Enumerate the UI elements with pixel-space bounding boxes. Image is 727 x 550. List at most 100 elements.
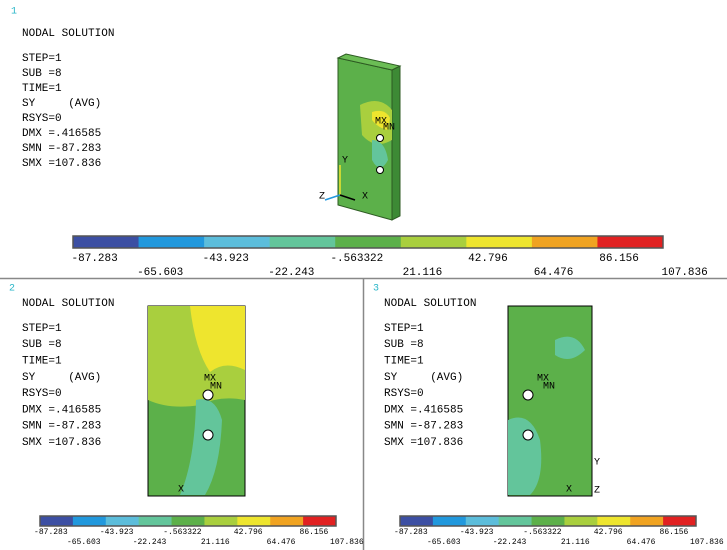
info-line: SMN =-87.283 xyxy=(22,143,101,155)
legend-label: 42.796 xyxy=(234,528,263,537)
legend-label: -65.603 xyxy=(137,267,183,279)
model-3d xyxy=(324,53,402,221)
info-line: SMN =-87.283 xyxy=(22,421,101,433)
legend-label: -.563322 xyxy=(330,253,383,265)
legend-swatch xyxy=(73,236,140,248)
legend-swatch xyxy=(498,516,533,526)
legend-swatch xyxy=(531,516,565,526)
viewport-number: 1 xyxy=(11,7,17,18)
info-line: SMX =107.836 xyxy=(22,158,101,170)
info-line: SMN =-87.283 xyxy=(384,421,463,433)
legend-label: -43.923 xyxy=(100,528,134,537)
legend-label: 107.836 xyxy=(690,538,724,547)
legend-swatch xyxy=(432,516,467,526)
model-label: Z xyxy=(319,192,325,203)
model-label: MN xyxy=(543,382,555,393)
model-back xyxy=(507,305,593,497)
legend-swatch xyxy=(171,516,205,526)
viewport-number: 3 xyxy=(373,284,379,295)
legend-label: -22.243 xyxy=(268,267,314,279)
info-line: STEP=1 xyxy=(22,323,62,335)
model-label: X xyxy=(362,192,368,203)
info-line: RSYS=0 xyxy=(22,113,62,125)
legend-swatch xyxy=(237,516,271,526)
legend-frame xyxy=(39,515,337,527)
info-line: SMX =107.836 xyxy=(22,437,101,449)
info-line: SUB =8 xyxy=(22,339,62,351)
info-line: TIME=1 xyxy=(22,356,62,368)
model-label: MN xyxy=(383,123,395,134)
legend-label: 86.156 xyxy=(599,253,639,265)
legend-swatch xyxy=(466,236,533,248)
legend-swatch xyxy=(269,236,336,248)
info-line: RSYS=0 xyxy=(22,388,62,400)
info-line: TIME=1 xyxy=(22,83,62,95)
plot-title: NODAL SOLUTION xyxy=(22,298,114,310)
legend-label: -65.603 xyxy=(427,538,461,547)
viewport-number: 2 xyxy=(9,284,15,295)
model-label: Y xyxy=(594,458,600,469)
legend-swatch xyxy=(138,236,205,248)
legend-swatch xyxy=(663,516,697,526)
legend-label: 86.156 xyxy=(300,528,329,537)
legend-label: -87.283 xyxy=(72,253,118,265)
model-label: X xyxy=(178,485,184,496)
info-line: DMX =.416585 xyxy=(22,404,101,416)
legend-swatch xyxy=(204,516,238,526)
model-label: Y xyxy=(342,156,348,167)
legend-label: -87.283 xyxy=(34,528,68,537)
plot-title: NODAL SOLUTION xyxy=(384,298,476,310)
legend-label: -22.243 xyxy=(133,538,167,547)
legend-label: 107.836 xyxy=(330,538,364,547)
legend-swatch xyxy=(465,516,500,526)
info-line: RSYS=0 xyxy=(384,388,424,400)
info-line: SMX =107.836 xyxy=(384,437,463,449)
legend-swatch xyxy=(597,516,631,526)
legend-swatch xyxy=(40,516,74,526)
legend-label: -87.283 xyxy=(394,528,428,537)
info-line: STEP=1 xyxy=(22,53,62,65)
legend-label: 42.796 xyxy=(594,528,623,537)
info-line: STEP=1 xyxy=(384,323,424,335)
legend-swatch xyxy=(564,516,598,526)
model-label: MX xyxy=(375,117,387,128)
info-line: SY (AVG) xyxy=(22,372,101,384)
legend-label: 21.116 xyxy=(201,538,230,547)
model-front xyxy=(147,305,246,497)
legend-swatch xyxy=(400,236,467,248)
plot-title: NODAL SOLUTION xyxy=(22,28,114,40)
legend-swatch xyxy=(531,236,598,248)
info-line: SUB =8 xyxy=(22,68,62,80)
legend-label: -43.923 xyxy=(203,253,249,265)
legend-swatch xyxy=(400,516,434,526)
model-label: MX xyxy=(537,374,549,385)
info-line: SY (AVG) xyxy=(384,372,463,384)
legend-frame xyxy=(399,515,697,527)
legend-swatch xyxy=(597,236,664,248)
legend-swatch xyxy=(335,236,402,248)
info-line: SY (AVG) xyxy=(22,98,101,110)
legend-swatch xyxy=(204,236,271,248)
legend-label: -.563322 xyxy=(163,528,202,537)
legend-label: 64.476 xyxy=(627,538,656,547)
legend-swatch xyxy=(303,516,337,526)
model-label: Z xyxy=(594,486,600,497)
legend-label: 21.116 xyxy=(403,267,443,279)
legend-label: 21.116 xyxy=(561,538,590,547)
legend-swatch xyxy=(138,516,173,526)
legend-label: -.563322 xyxy=(523,528,562,537)
model-label: MX xyxy=(204,374,216,385)
info-line: SUB =8 xyxy=(384,339,424,351)
legend-label: 42.796 xyxy=(468,253,508,265)
legend-label: -65.603 xyxy=(67,538,101,547)
legend-label: -22.243 xyxy=(493,538,527,547)
legend-frame xyxy=(72,235,664,249)
legend-label: 64.476 xyxy=(534,267,574,279)
legend-label: -43.923 xyxy=(460,528,494,537)
info-line: DMX =.416585 xyxy=(384,404,463,416)
model-label: X xyxy=(566,485,572,496)
legend-label: 64.476 xyxy=(267,538,296,547)
legend-swatch xyxy=(105,516,140,526)
legend-swatch xyxy=(270,516,304,526)
